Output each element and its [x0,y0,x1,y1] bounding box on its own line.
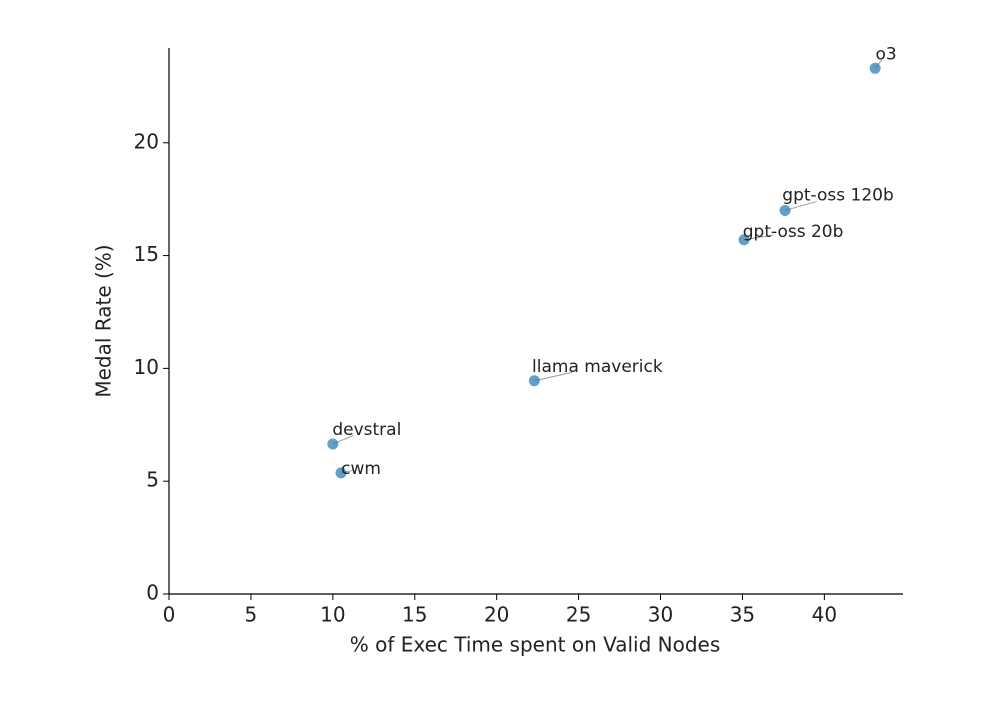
point-label: gpt-oss 20b [743,222,844,242]
y-axis-label: Medal Rate (%) [92,244,116,397]
x-tick-label: 10 [320,603,345,627]
y-tick-label: 10 [134,355,159,379]
point-label: gpt-oss 120b [782,185,893,205]
x-tick-label: 35 [730,603,755,627]
x-tick-label: 5 [245,603,258,627]
x-tick-label: 40 [812,603,837,627]
x-axis-label: % of Exec Time spent on Valid Nodes [350,633,721,657]
y-tick-label: 15 [134,242,159,266]
point-label: llama maverick [532,357,663,377]
point [738,234,750,246]
x-tick-label: 15 [402,603,427,627]
point [528,375,540,387]
point-label: cwm [341,459,381,479]
annotation-line [534,371,573,382]
point [869,62,881,74]
y-tick-label: 5 [146,468,159,492]
y-tick-label: 0 [146,581,159,605]
point [335,467,347,479]
x-tick-label: 20 [484,603,509,627]
point [327,438,339,450]
x-tick-label: 0 [163,603,176,627]
x-tick-label: 30 [648,603,673,627]
point [779,204,791,216]
x-tick-label: 25 [566,603,591,627]
point-label: devstral [332,420,401,440]
point-label: o3 [876,44,897,64]
y-tick-label: 20 [134,129,159,153]
annotation-line [784,200,817,211]
